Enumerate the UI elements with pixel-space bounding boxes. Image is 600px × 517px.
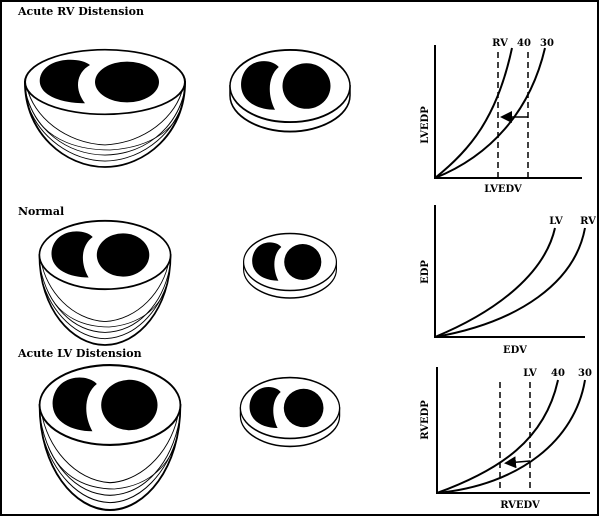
curve-label: 30 [540, 38, 554, 49]
curve-label: RV [580, 216, 596, 227]
x-axis-label: RVEDV [500, 500, 540, 511]
curve-label: 30 [578, 368, 592, 379]
curve-label: LV [523, 368, 537, 379]
row-title: Acute RV Distension [17, 5, 144, 18]
heart [24, 48, 186, 169]
x-axis-label: EDV [503, 345, 527, 356]
heart [38, 364, 182, 512]
row-title: Normal [18, 205, 64, 218]
curve-label: 40 [551, 368, 565, 379]
heart [38, 219, 172, 346]
heart-slice [239, 376, 341, 448]
graph: LV RV EDP EDV [420, 205, 596, 356]
y-axis-label: EDP [420, 260, 431, 284]
curve-label: 40 [517, 38, 531, 49]
graph: RV 40 30 LVEDP LVEDV [420, 38, 582, 195]
heart-slice [229, 48, 351, 133]
curve-label: LV [549, 216, 563, 227]
y-axis-label: RVEDP [420, 400, 431, 440]
graph: LV 40 30 RVEDP RVEDV [420, 367, 592, 511]
curve-label: RV [492, 38, 508, 49]
x-axis-label: LVEDV [484, 184, 522, 195]
heart-slice [242, 232, 338, 299]
y-axis-label: LVEDP [420, 106, 431, 144]
row-title: Acute LV Distension [17, 347, 142, 360]
